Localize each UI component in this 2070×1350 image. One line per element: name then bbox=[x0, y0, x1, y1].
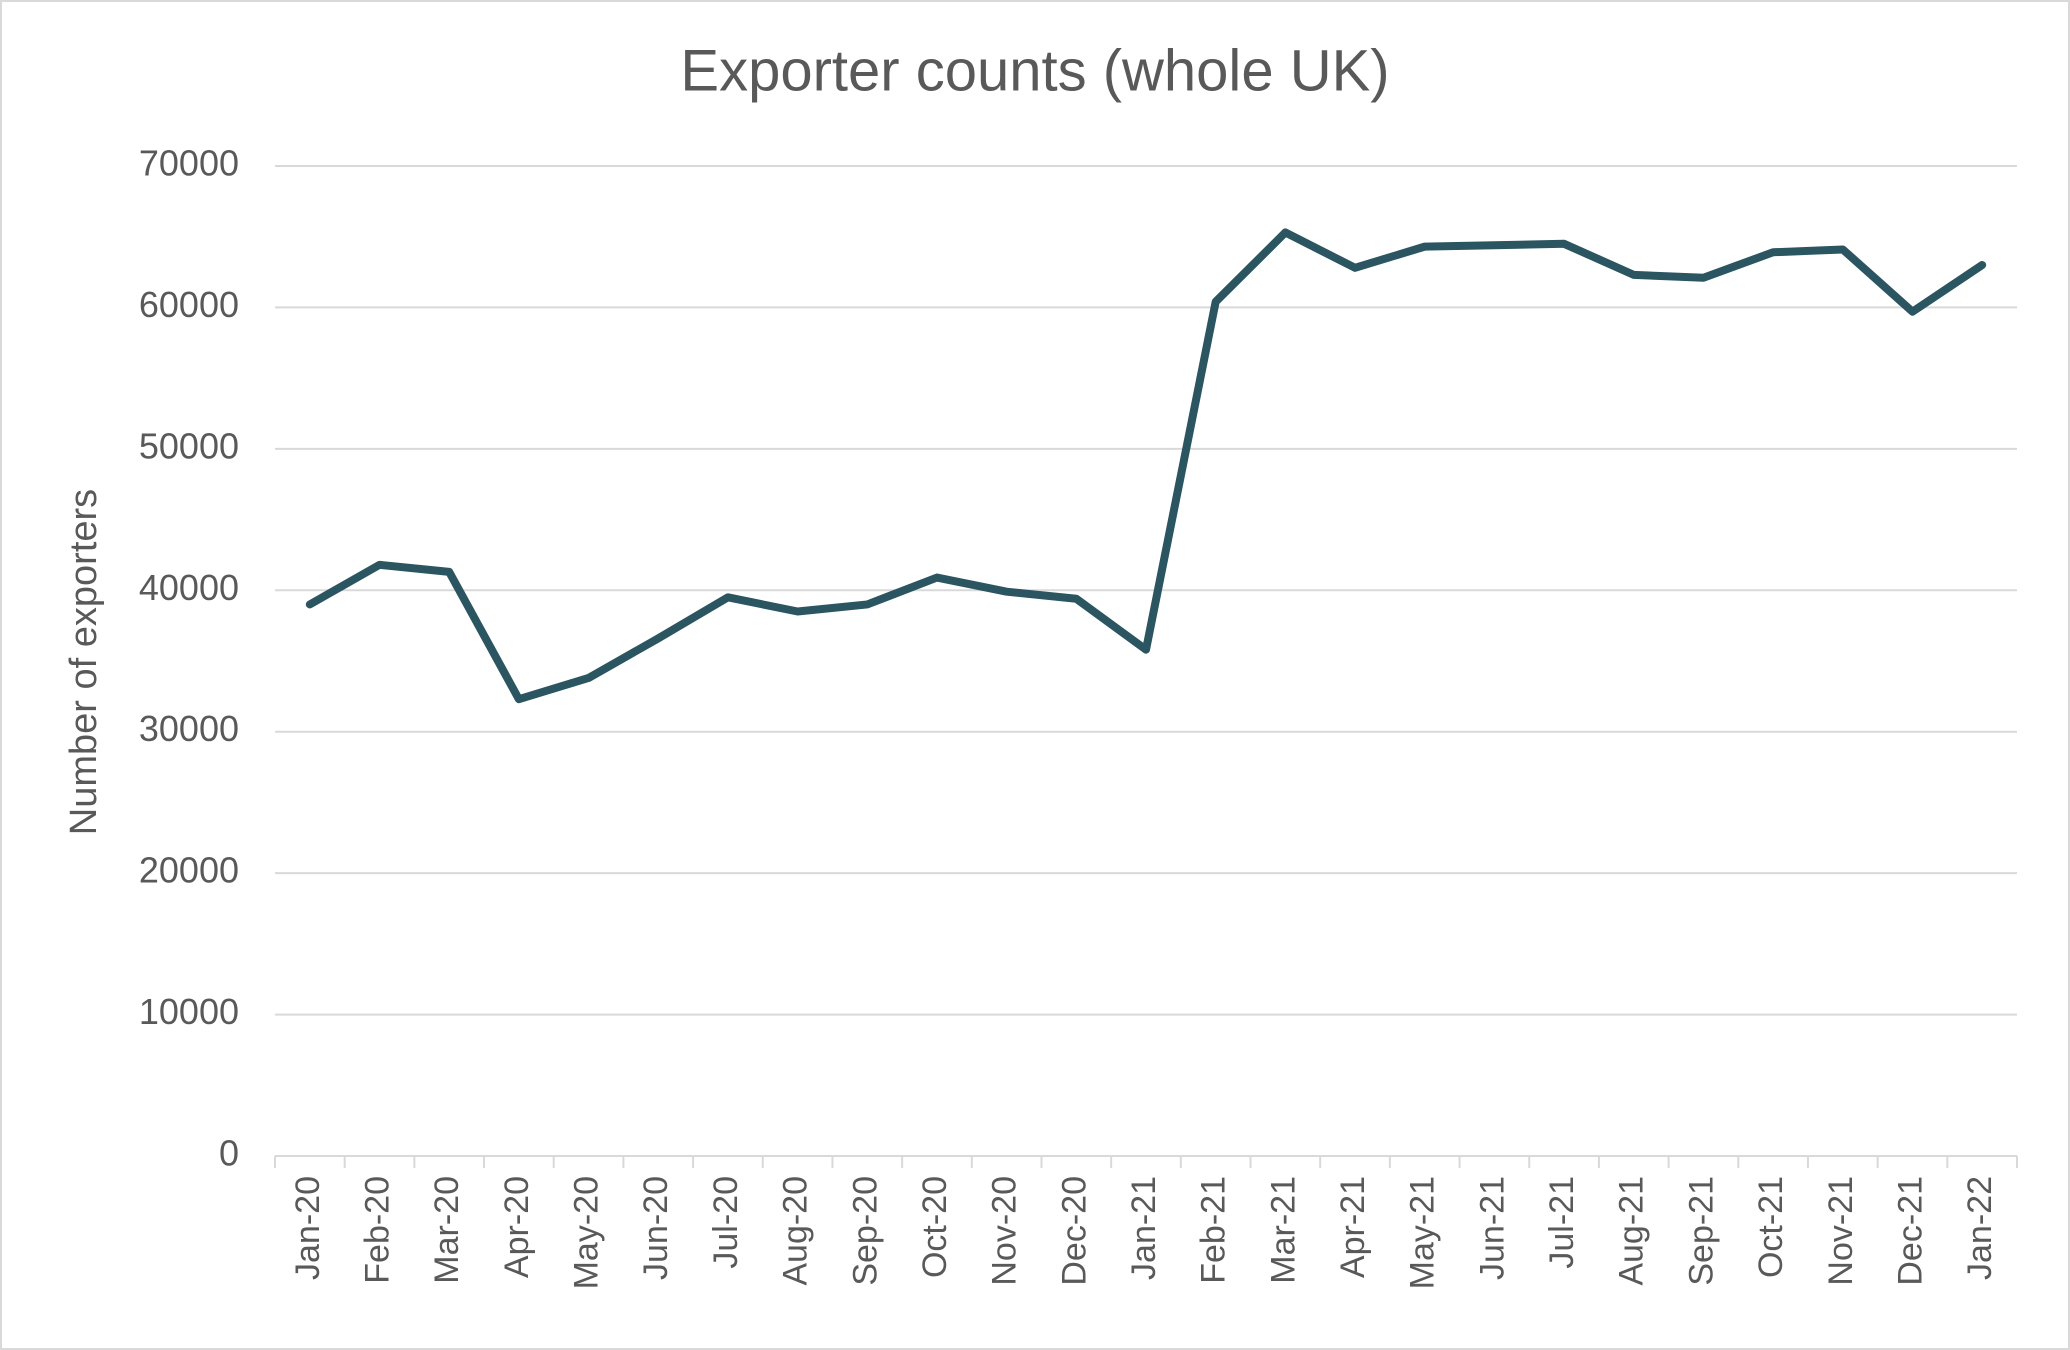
y-tick-label: 0 bbox=[219, 1133, 239, 1174]
x-tick-label: Aug-20 bbox=[777, 1176, 815, 1286]
x-tick-label: Mar-20 bbox=[428, 1176, 466, 1284]
x-tick-label: Jun-20 bbox=[637, 1176, 675, 1280]
x-tick-label: Jun-21 bbox=[1473, 1176, 1511, 1280]
x-tick-label: Aug-21 bbox=[1613, 1176, 1651, 1286]
y-axis-label: Number of exporters bbox=[63, 489, 105, 835]
y-tick-label: 70000 bbox=[139, 143, 239, 184]
x-tick-label: Feb-21 bbox=[1195, 1176, 1233, 1284]
x-tick-label: Oct-20 bbox=[916, 1176, 954, 1278]
x-tick-label: Mar-21 bbox=[1264, 1176, 1302, 1284]
x-tick-label: Feb-20 bbox=[359, 1176, 397, 1284]
x-tick-label: Jul-21 bbox=[1543, 1176, 1581, 1269]
x-tick-label: Nov-21 bbox=[1822, 1176, 1860, 1286]
y-tick-label: 60000 bbox=[139, 284, 239, 325]
x-tick-label: Apr-21 bbox=[1334, 1176, 1372, 1278]
data-line bbox=[305, 228, 1987, 704]
x-tick-label: Apr-20 bbox=[498, 1176, 536, 1278]
chart-title: Exporter counts (whole UK) bbox=[680, 38, 1389, 103]
x-tick-label: Jul-20 bbox=[707, 1176, 745, 1269]
y-tick-label: 40000 bbox=[139, 567, 239, 608]
x-tick-label: Oct-21 bbox=[1752, 1176, 1790, 1278]
x-tick-label: May-21 bbox=[1404, 1176, 1442, 1289]
x-tick-label: Jan-22 bbox=[1961, 1176, 1999, 1280]
y-tick-label: 20000 bbox=[139, 850, 239, 891]
x-tick-label: Dec-20 bbox=[1055, 1176, 1093, 1286]
y-tick-label: 10000 bbox=[139, 991, 239, 1032]
x-tick-label: Sep-20 bbox=[846, 1176, 884, 1286]
x-tick-label: May-20 bbox=[568, 1176, 606, 1289]
x-tick-label: Sep-21 bbox=[1682, 1176, 1720, 1286]
x-tick-label: Dec-21 bbox=[1891, 1176, 1929, 1286]
x-tick-label: Nov-20 bbox=[986, 1176, 1024, 1286]
y-tick-label: 50000 bbox=[139, 425, 239, 466]
y-tick-label: 30000 bbox=[139, 708, 239, 749]
x-tick-label: Jan-20 bbox=[289, 1176, 327, 1280]
x-tick-label: Jan-21 bbox=[1125, 1176, 1163, 1280]
